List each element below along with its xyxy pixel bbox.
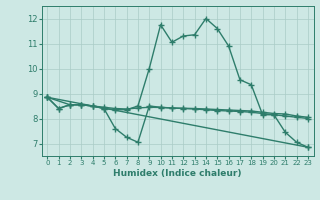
X-axis label: Humidex (Indice chaleur): Humidex (Indice chaleur)	[113, 169, 242, 178]
